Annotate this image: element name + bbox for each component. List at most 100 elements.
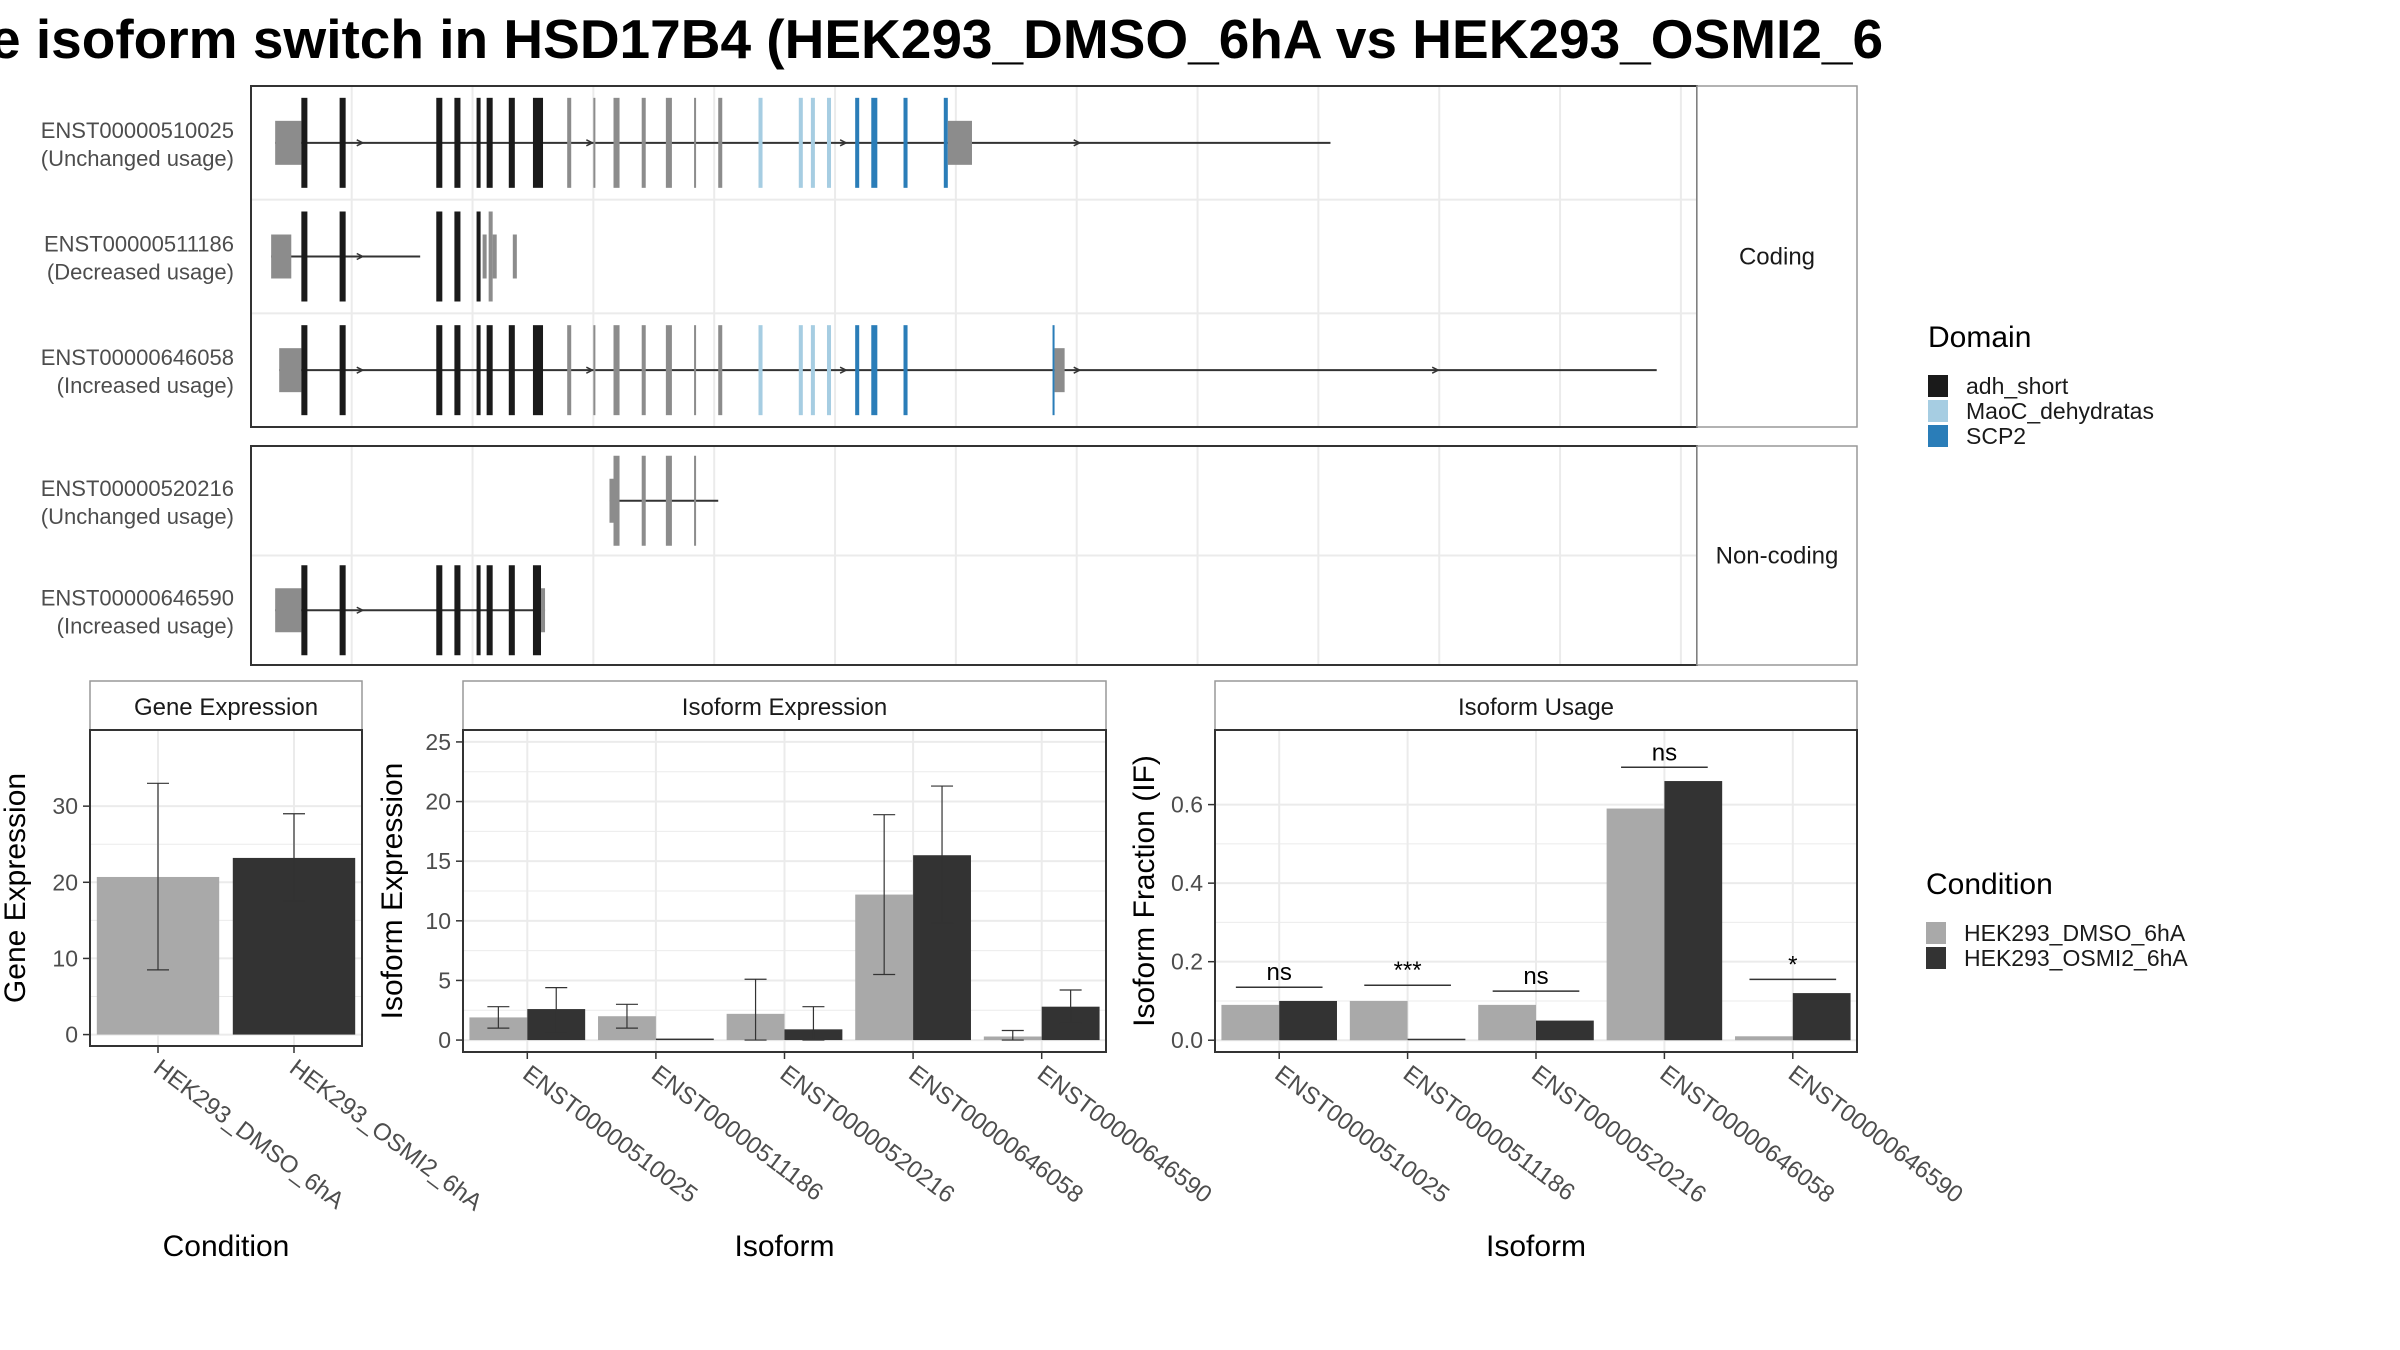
data-bar: [1407, 1038, 1466, 1041]
legend-label: MaoC_dehydratas: [1966, 398, 2154, 424]
exon-block: [1052, 325, 1055, 416]
transcript-usage-label: (Decreased usage): [47, 260, 234, 285]
legend-swatch: [1928, 400, 1948, 422]
facet-strip: [1696, 445, 1858, 666]
legend-swatch: [1928, 375, 1948, 397]
facet-strip-label: Isoform Expression: [682, 694, 887, 721]
exon-block: [943, 97, 948, 188]
exon-block: [810, 97, 815, 188]
strand-arrow: [586, 366, 595, 374]
y-tick-label: 10: [425, 908, 451, 934]
exon-block: [567, 97, 572, 188]
strand-arrow: [1073, 366, 1082, 374]
legend-label: HEK293_OSMI2_6hA: [1964, 945, 2188, 971]
y-tick-label: 20: [425, 789, 451, 815]
exon-block: [486, 97, 493, 188]
transcript-usage-label: (Increased usage): [57, 613, 234, 638]
exon-block: [758, 325, 763, 416]
data-bar: [1536, 1020, 1594, 1041]
data-bar: [1221, 1004, 1280, 1041]
exon-block: [301, 325, 308, 416]
error-bars: [147, 782, 305, 971]
data-bar: [655, 1038, 714, 1041]
exon-block: [486, 565, 493, 656]
exon-block: [532, 97, 544, 188]
data-bar: [1349, 1000, 1408, 1041]
transcript-id-label: ENST00000520216: [41, 476, 234, 501]
exon-block: [275, 588, 302, 633]
transcript-id-label: ENST00000646590: [41, 585, 234, 610]
x-axis-title: Condition: [163, 1230, 290, 1263]
legend-swatch: [1926, 947, 1946, 969]
exon-block: [454, 211, 461, 302]
exon-block: [436, 97, 443, 188]
exon-block: [567, 325, 572, 416]
exon-block: [665, 325, 672, 416]
legend-swatch: [1926, 922, 1946, 944]
bars: [1221, 781, 1851, 1041]
strand-arrow: [356, 252, 365, 261]
y-tick-label: 0.6: [1171, 792, 1203, 818]
exon-block: [454, 97, 461, 188]
exon-block: [665, 97, 672, 188]
y-tick-label: 20: [52, 869, 78, 895]
data-bar: [1606, 808, 1665, 1041]
exon-block: [541, 588, 546, 633]
facet-strip: [1214, 680, 1858, 731]
data-bar: [1478, 1004, 1536, 1041]
exon-block: [476, 325, 481, 416]
strand-arrow: [586, 139, 595, 147]
exon-block: [855, 97, 860, 188]
exon-block: [826, 325, 832, 416]
legend-title: Domain: [1928, 321, 2031, 354]
transcript-row: [279, 325, 1657, 416]
exon-block: [476, 565, 481, 656]
strand-arrow: [1073, 139, 1082, 147]
exon-block: [694, 325, 697, 416]
exon-block: [718, 325, 723, 416]
transcript-id-label: ENST00000510025: [41, 118, 234, 143]
facet-strip: [89, 680, 363, 731]
significance-label: *: [1788, 951, 1797, 978]
significance-label: ns: [1652, 739, 1677, 766]
exon-block: [871, 97, 878, 188]
exon-block: [492, 234, 497, 279]
legend-swatch: [1928, 425, 1948, 447]
exon-block: [508, 325, 515, 416]
plot-border: [89, 729, 363, 1047]
transcript-row: [275, 565, 546, 656]
expression-bar-panels: Gene Expression0102030HEK293_DMSO_6hAHEK…: [0, 680, 1968, 1263]
exon-block: [613, 455, 620, 546]
exon-block: [903, 325, 908, 416]
transcript-structure-panels: ENST00000510025 (Unchanged usage) ENST0000…: [41, 85, 1858, 666]
exon-block: [532, 325, 544, 416]
legend-label: adh_short: [1966, 373, 2069, 399]
data-bar: [1279, 1000, 1337, 1041]
exon-block: [665, 455, 672, 546]
strand-arrow: [839, 366, 848, 374]
exon-block: [641, 97, 646, 188]
exon-block: [279, 348, 302, 393]
transcript-row: [271, 211, 517, 302]
exon-block: [826, 97, 832, 188]
y-tick-label: 0.4: [1171, 870, 1203, 896]
exon-block: [532, 565, 542, 656]
transcript-row: [275, 97, 1331, 188]
facet-strip-label: Coding: [1739, 244, 1815, 271]
exon-block: [508, 565, 515, 656]
exon-block: [339, 325, 346, 416]
legend-title: Condition: [1926, 868, 2053, 901]
exon-block: [871, 325, 878, 416]
exon-block: [301, 211, 308, 302]
figure-title: e isoform switch in HSD17B4 (HEK293_DMSO…: [0, 8, 1883, 70]
data-bar: [1664, 781, 1723, 1041]
facet-strip-label: Isoform Usage: [1458, 694, 1614, 721]
exon-block: [436, 565, 443, 656]
exon-block: [508, 97, 515, 188]
bar-panel: Isoform Expression0510152025ENST00000510…: [376, 680, 1217, 1263]
exon-block: [903, 97, 908, 188]
exon-block: [271, 234, 292, 279]
